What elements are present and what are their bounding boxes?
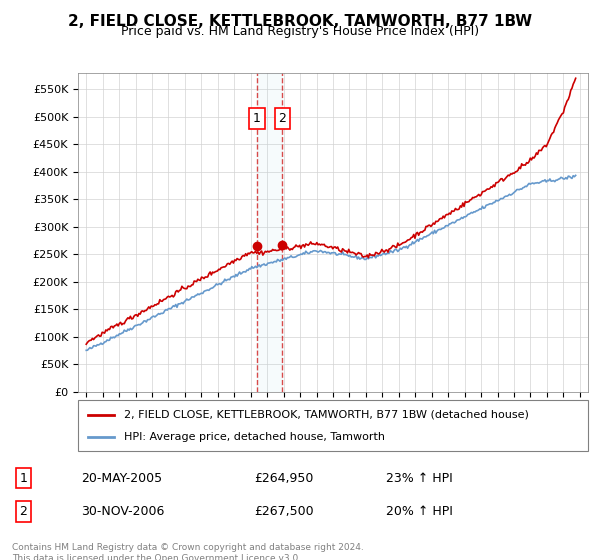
Text: 2: 2 xyxy=(20,505,28,518)
Text: £267,500: £267,500 xyxy=(254,505,314,518)
Text: 1: 1 xyxy=(253,112,261,125)
Text: 1: 1 xyxy=(20,472,28,484)
Text: 23% ↑ HPI: 23% ↑ HPI xyxy=(386,472,453,484)
FancyBboxPatch shape xyxy=(78,400,588,451)
Text: 2: 2 xyxy=(278,112,286,125)
Text: 2, FIELD CLOSE, KETTLEBROOK, TAMWORTH, B77 1BW: 2, FIELD CLOSE, KETTLEBROOK, TAMWORTH, B… xyxy=(68,14,532,29)
Text: £264,950: £264,950 xyxy=(254,472,313,484)
Text: 30-NOV-2006: 30-NOV-2006 xyxy=(81,505,164,518)
Text: Contains HM Land Registry data © Crown copyright and database right 2024.
This d: Contains HM Land Registry data © Crown c… xyxy=(12,543,364,560)
Text: HPI: Average price, detached house, Tamworth: HPI: Average price, detached house, Tamw… xyxy=(124,432,385,442)
Text: 2, FIELD CLOSE, KETTLEBROOK, TAMWORTH, B77 1BW (detached house): 2, FIELD CLOSE, KETTLEBROOK, TAMWORTH, B… xyxy=(124,409,529,419)
Bar xyxy=(257,73,283,392)
Text: 20% ↑ HPI: 20% ↑ HPI xyxy=(386,505,453,518)
Text: 20-MAY-2005: 20-MAY-2005 xyxy=(81,472,162,484)
Text: Price paid vs. HM Land Registry's House Price Index (HPI): Price paid vs. HM Land Registry's House … xyxy=(121,25,479,38)
